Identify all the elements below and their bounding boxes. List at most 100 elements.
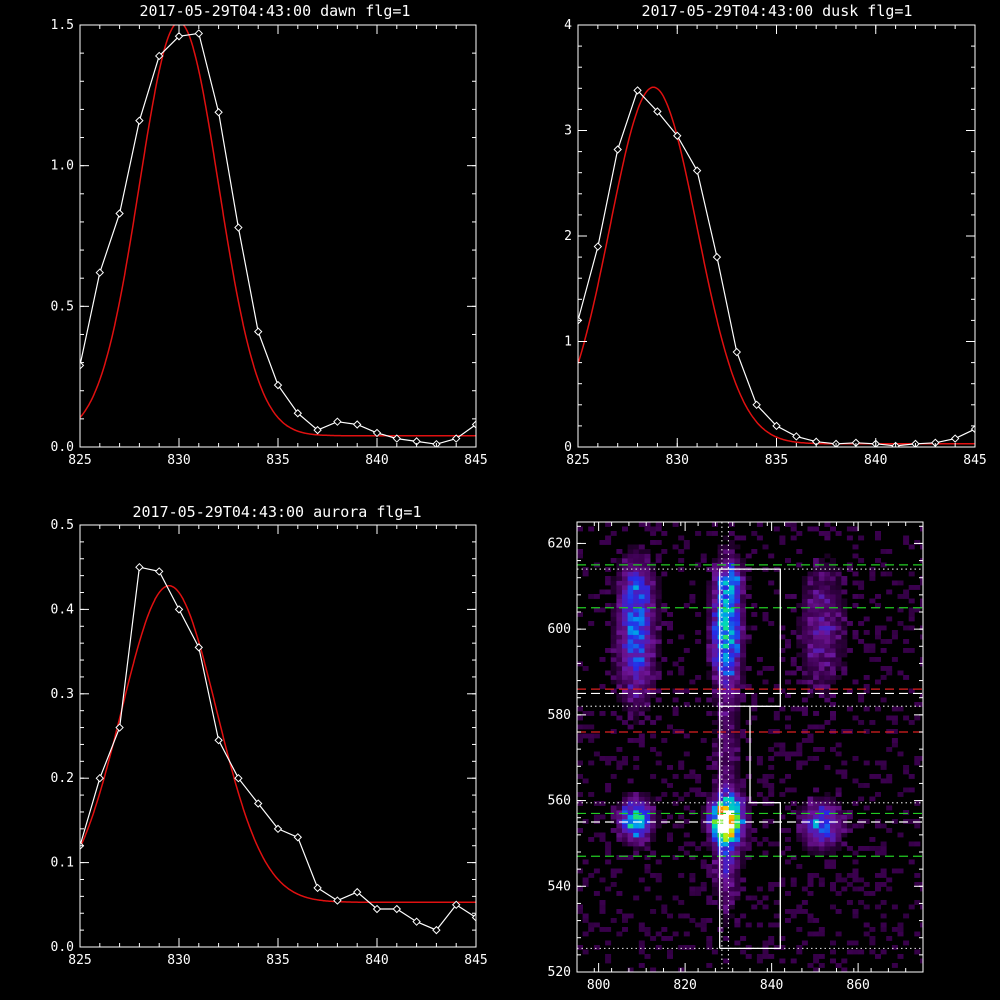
intensity-pixel <box>740 936 747 941</box>
intensity-pixel <box>807 805 814 811</box>
intensity-pixel <box>706 675 713 680</box>
intensity-pixel <box>638 558 645 563</box>
intensity-pixel <box>728 576 735 581</box>
intensity-pixel <box>638 837 645 842</box>
intensity-pixel <box>897 927 904 932</box>
intensity-pixel <box>717 688 724 694</box>
data-point-diamond <box>154 51 164 61</box>
intensity-pixel <box>638 648 645 653</box>
intensity-pixel <box>644 837 651 842</box>
intensity-pixel <box>768 747 775 752</box>
intensity-pixel <box>920 958 923 964</box>
intensity-pixel <box>824 567 831 572</box>
intensity-pixel <box>824 675 831 680</box>
intensity-pixel <box>650 670 657 676</box>
data-point-diamond <box>471 420 476 429</box>
intensity-pixel <box>830 904 836 910</box>
intensity-pixel <box>650 616 657 622</box>
intensity-pixel <box>728 733 735 739</box>
intensity-pixel <box>723 684 730 689</box>
x-tick-label: 845 <box>464 953 487 968</box>
intensity-pixel <box>807 837 814 842</box>
intensity-pixel <box>695 778 702 784</box>
intensity-pixel <box>858 585 865 590</box>
intensity-pixel <box>711 612 718 617</box>
intensity-pixel <box>824 634 831 640</box>
y-tick-label: 600 <box>548 622 571 637</box>
intensity-pixel <box>717 783 724 788</box>
intensity-pixel <box>667 837 673 842</box>
intensity-pixel <box>678 900 685 905</box>
intensity-pixel <box>740 648 747 653</box>
intensity-pixel <box>745 738 752 743</box>
intensity-pixel <box>650 801 657 806</box>
plot-area <box>578 86 975 447</box>
intensity-pixel <box>655 751 662 757</box>
intensity-pixel <box>734 796 741 802</box>
intensity-pixel <box>891 819 898 824</box>
intensity-pixel <box>880 562 887 568</box>
intensity-pixel <box>644 841 651 847</box>
intensity-pixel <box>796 603 803 608</box>
intensity-pixel <box>779 535 786 541</box>
intensity-pixel <box>577 661 583 667</box>
intensity-pixel <box>650 567 657 572</box>
intensity-pixel <box>638 594 645 599</box>
intensity-pixel <box>610 639 617 644</box>
intensity-pixel <box>678 688 685 694</box>
intensity-pixel <box>734 774 741 779</box>
intensity-pixel <box>813 580 820 586</box>
intensity-pixel <box>616 580 623 586</box>
intensity-pixel <box>717 630 724 635</box>
intensity-pixel <box>908 612 915 617</box>
intensity-pixel <box>818 657 825 662</box>
intensity-pixel <box>622 801 628 806</box>
intensity-pixel <box>728 607 735 613</box>
intensity-pixel <box>863 729 870 734</box>
intensity-pixel <box>835 837 842 842</box>
intensity-pixel <box>723 625 730 631</box>
intensity-pixel <box>661 927 668 932</box>
intensity-pixel <box>655 877 662 883</box>
intensity-pixel <box>728 882 735 887</box>
intensity-pixel <box>891 580 898 586</box>
intensity-pixel <box>886 747 893 752</box>
intensity-pixel <box>835 814 842 820</box>
intensity-pixel <box>796 837 803 842</box>
intensity-pixel <box>650 967 657 972</box>
intensity-pixel <box>852 940 859 946</box>
intensity-pixel <box>723 891 730 896</box>
intensity-pixel <box>790 670 797 676</box>
intensity-pixel <box>633 702 640 707</box>
intensity-pixel <box>841 580 848 586</box>
intensity-pixel <box>588 760 595 766</box>
intensity-pixel <box>824 837 831 842</box>
intensity-pixel <box>830 585 836 590</box>
intensity-pixel <box>717 801 724 806</box>
intensity-pixel <box>790 909 797 914</box>
intensity-pixel <box>813 958 820 964</box>
intensity-pixel <box>667 621 673 626</box>
intensity-pixel <box>661 571 668 577</box>
intensity-pixel <box>622 580 628 586</box>
intensity-pixel <box>650 589 657 595</box>
intensity-pixel <box>818 567 825 572</box>
intensity-pixel <box>599 900 606 905</box>
intensity-pixel <box>734 868 741 874</box>
intensity-pixel <box>813 648 820 653</box>
intensity-pixel <box>835 589 842 595</box>
intensity-pixel <box>807 634 814 640</box>
intensity-pixel <box>801 940 808 946</box>
intensity-pixel <box>706 873 713 878</box>
intensity-pixel <box>711 814 718 820</box>
intensity-pixel <box>678 846 685 851</box>
intensity-pixel <box>807 693 814 698</box>
intensity-pixel <box>813 558 820 563</box>
intensity-pixel <box>711 702 718 707</box>
intensity-pixel <box>678 666 685 671</box>
data-point-diamond <box>154 567 164 576</box>
intensity-pixel <box>773 751 780 757</box>
intensity-pixel <box>920 657 923 662</box>
intensity-pixel <box>717 810 724 815</box>
intensity-pixel <box>768 954 775 959</box>
